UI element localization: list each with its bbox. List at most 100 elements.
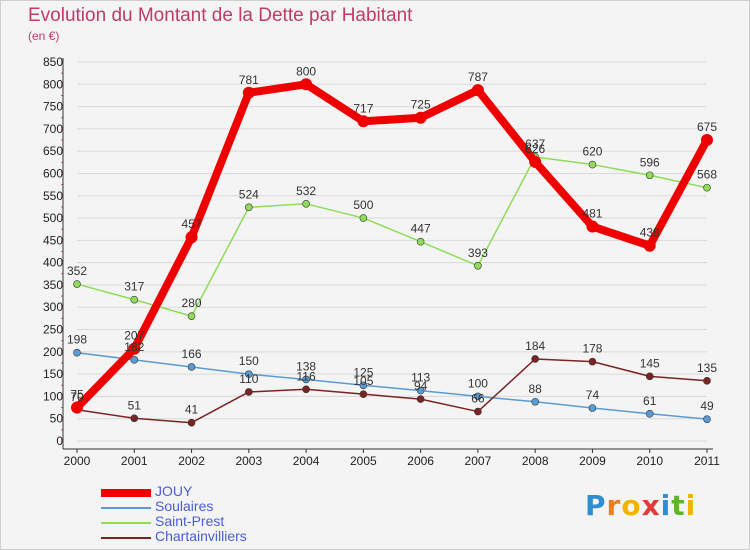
data-point-saint-prest xyxy=(302,199,310,208)
series-line-saint-prest xyxy=(76,156,708,317)
chart-title: Evolution du Montant de la Dette par Hab… xyxy=(28,5,413,26)
x-tick-label: 2011 xyxy=(694,454,720,468)
y-tick-label: 400 xyxy=(43,256,63,270)
x-tick-label: 2006 xyxy=(407,454,434,468)
data-label-jouy: 787 xyxy=(468,70,488,84)
grid-lines xyxy=(77,61,707,442)
data-point-soulaires xyxy=(531,397,539,406)
data-point-soulaires xyxy=(645,410,654,418)
data-point-soulaires xyxy=(73,348,81,357)
data-point-saint-prest xyxy=(474,261,482,270)
data-label-saint-prest: 317 xyxy=(124,280,144,294)
data-point-chartainvilliers xyxy=(474,407,482,416)
y-tick-label: 750 xyxy=(43,100,63,114)
data-label-jouy: 800 xyxy=(296,64,316,78)
data-point-soulaires xyxy=(588,404,597,412)
y-tick-label: 650 xyxy=(43,144,63,158)
y-tick-label: 600 xyxy=(43,166,63,180)
data-point-jouy xyxy=(128,342,141,355)
legend-swatch-saint-prest xyxy=(101,522,151,524)
data-label-chartainvilliers: 116 xyxy=(297,369,316,383)
data-point-chartainvilliers xyxy=(645,372,654,381)
data-point-soulaires xyxy=(359,381,368,390)
series-line-jouy xyxy=(73,80,711,412)
data-point-jouy xyxy=(300,78,313,91)
data-point-soulaires xyxy=(187,363,196,371)
logo-letter: i xyxy=(660,489,672,522)
x-tick-label: 2003 xyxy=(235,454,262,468)
x-tick-label: 2005 xyxy=(350,454,377,468)
legend-swatch-soulaires xyxy=(101,507,151,509)
proxiti-logo: Proxiti xyxy=(585,489,696,522)
data-point-chartainvilliers xyxy=(703,377,711,385)
data-label-chartainvilliers: 70 xyxy=(70,390,84,404)
y-tick-label: 300 xyxy=(43,300,63,314)
data-point-saint-prest xyxy=(73,280,81,288)
data-point-soulaires xyxy=(416,386,425,395)
data-label-saint-prest: 352 xyxy=(67,264,87,278)
data-point-chartainvilliers xyxy=(531,355,539,363)
data-point-jouy xyxy=(586,220,599,233)
y-tick-label: 450 xyxy=(43,233,63,247)
data-label-soulaires: 88 xyxy=(529,382,543,396)
data-point-saint-prest xyxy=(245,203,253,212)
legend-label-soulaires: Soulaires xyxy=(155,498,214,514)
data-label-saint-prest: 447 xyxy=(411,222,431,236)
data-point-jouy xyxy=(414,111,427,124)
data-label-soulaires: 198 xyxy=(67,333,87,347)
y-tick-label: 150 xyxy=(43,367,63,381)
data-label-chartainvilliers: 94 xyxy=(414,379,428,393)
logo-letter: P xyxy=(585,489,607,522)
data-label-jouy: 675 xyxy=(697,120,717,134)
data-label-soulaires: 74 xyxy=(586,388,600,402)
data-point-chartainvilliers xyxy=(359,390,368,398)
data-label-saint-prest: 568 xyxy=(697,168,717,182)
data-label-saint-prest: 524 xyxy=(239,187,259,201)
x-tick-label: 2008 xyxy=(522,454,549,468)
chart-unit-label: (en €) xyxy=(28,29,60,43)
data-label-chartainvilliers: 178 xyxy=(582,342,602,356)
data-label-chartainvilliers: 41 xyxy=(185,403,199,417)
data-point-chartainvilliers xyxy=(245,388,253,396)
legend-label-jouy: JOUY xyxy=(155,483,193,499)
axes: 0 50 100 150 200 250 300 350 400 450 500 550 600 650 7… xyxy=(43,55,720,468)
data-point-jouy xyxy=(643,239,656,252)
data-point-soulaires xyxy=(703,415,711,423)
x-tick-label: 2009 xyxy=(579,454,606,468)
data-label-jouy: 717 xyxy=(353,101,373,115)
y-tick-label: 200 xyxy=(43,345,63,359)
data-label-jouy: 481 xyxy=(582,207,602,221)
data-point-chartainvilliers xyxy=(130,414,139,423)
data-label-soulaires: 49 xyxy=(700,399,714,413)
data-point-soulaires xyxy=(245,370,253,378)
data-point-saint-prest xyxy=(187,312,196,320)
data-point-chartainvilliers xyxy=(416,395,425,403)
logo-letter: t xyxy=(671,489,686,522)
data-point-jouy xyxy=(701,134,713,147)
legend-swatch-jouy xyxy=(101,489,151,497)
x-tick-label: 2007 xyxy=(465,454,492,468)
data-label-chartainvilliers: 105 xyxy=(353,374,373,388)
data-point-soulaires xyxy=(302,375,310,384)
x-tick-label: 2002 xyxy=(178,454,205,468)
data-point-jouy xyxy=(357,115,370,128)
data-point-saint-prest xyxy=(588,160,597,169)
data-label-saint-prest: 637 xyxy=(525,137,545,151)
data-label-soulaires: 166 xyxy=(182,347,202,361)
data-point-saint-prest xyxy=(645,171,654,180)
data-point-chartainvilliers xyxy=(302,385,310,394)
data-label-jouy: 438 xyxy=(640,226,660,240)
data-label-jouy: 725 xyxy=(411,98,431,112)
data-label-soulaires: 125 xyxy=(353,365,373,379)
data-point-saint-prest xyxy=(416,237,425,246)
data-label-jouy: 781 xyxy=(239,73,259,87)
y-tick-label: 850 xyxy=(43,55,63,69)
data-label-chartainvilliers: 135 xyxy=(697,361,717,375)
data-point-jouy xyxy=(471,84,484,97)
data-point-chartainvilliers xyxy=(588,357,597,366)
data-label-saint-prest: 500 xyxy=(353,198,373,212)
data-point-saint-prest xyxy=(130,295,139,304)
logo-letter: i xyxy=(685,489,697,522)
data-label-soulaires: 138 xyxy=(296,359,316,373)
